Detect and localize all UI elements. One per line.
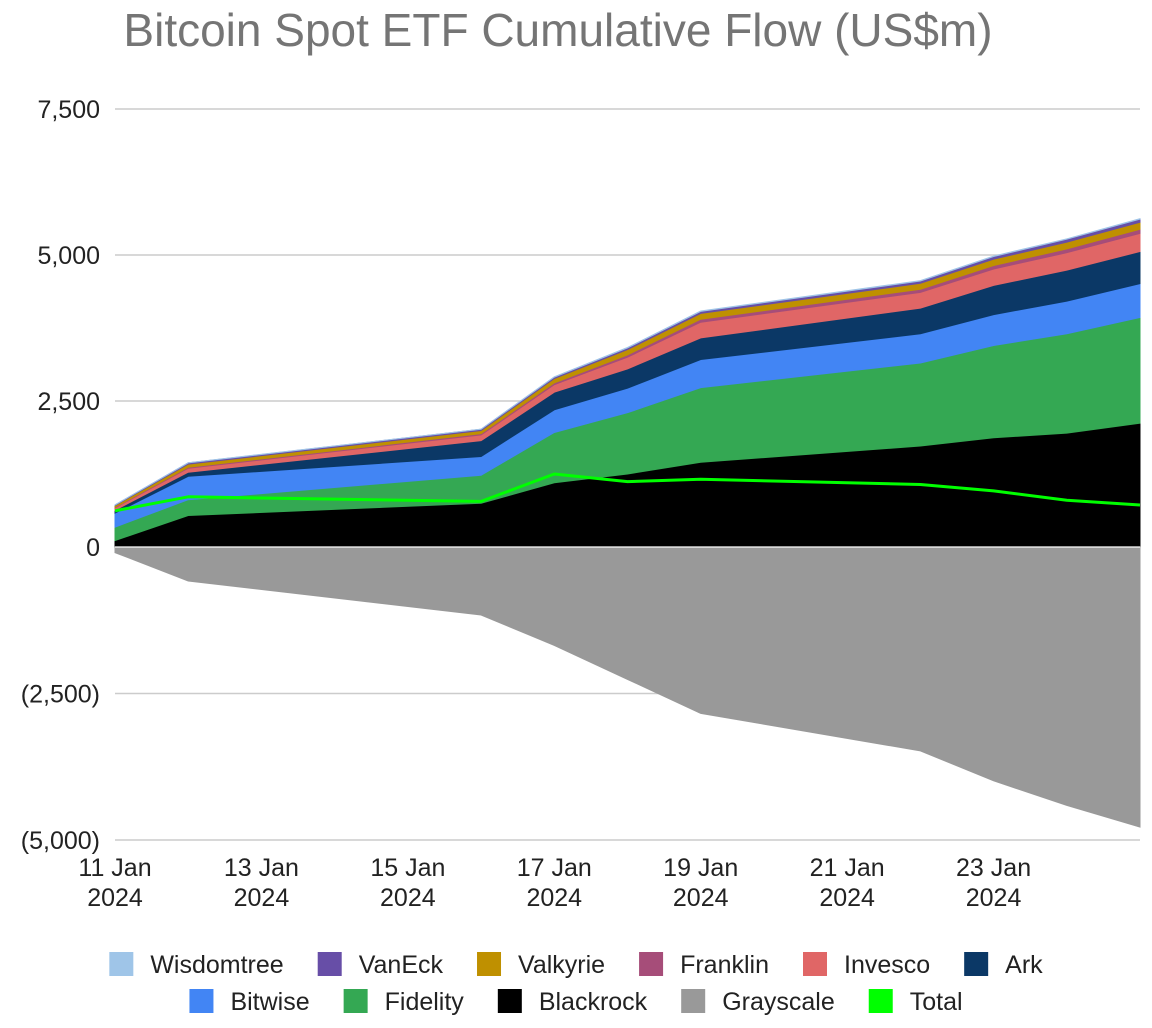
- y-tick-label: 0: [86, 534, 100, 562]
- legend-label: Franklin: [680, 951, 769, 979]
- x-tick-label-year: 2024: [526, 884, 582, 912]
- y-tick-label: (2,500): [21, 681, 100, 709]
- x-tick-label-year: 2024: [819, 884, 875, 912]
- legend-item-valkyrie: Valkyrie: [477, 951, 605, 979]
- x-tick-label-month: 15 Jan: [370, 854, 445, 882]
- y-tick-label: 5,000: [37, 242, 100, 270]
- legend-label: Valkyrie: [518, 951, 605, 979]
- total-line: [114, 472, 1141, 513]
- legend-label: Wisdomtree: [150, 951, 283, 979]
- legend-item-bitwise: Bitwise: [189, 988, 310, 1016]
- legend-swatch: [343, 989, 368, 1013]
- legend-swatch: [964, 952, 989, 976]
- x-tick-label-month: 21 Jan: [810, 854, 885, 882]
- x-tick-label-month: 23 Jan: [956, 854, 1031, 882]
- x-tick-label-month: 11 Jan: [78, 854, 151, 882]
- x-tick-label-month: 13 Jan: [224, 854, 299, 882]
- legend-item-ark: Ark: [964, 951, 1043, 979]
- y-tick-label: 7,500: [37, 96, 100, 124]
- legend-swatch: [639, 952, 664, 976]
- legend-swatch: [477, 952, 502, 976]
- legend-item-wisdomtree: Wisdomtree: [109, 951, 284, 979]
- x-tick-label-year: 2024: [966, 884, 1022, 912]
- x-tick-label-year: 2024: [380, 884, 436, 912]
- legend-swatch: [681, 989, 706, 1013]
- legend-swatch: [497, 989, 522, 1013]
- total-line-layer: [114, 472, 1141, 513]
- legend-item-blackrock: Blackrock: [497, 988, 648, 1016]
- legend-item-vaneck: VanEck: [317, 951, 444, 979]
- legend-swatch: [109, 952, 134, 976]
- x-tick-label-year: 2024: [234, 884, 290, 912]
- legend-swatch: [803, 952, 827, 976]
- legend-swatch: [189, 989, 214, 1013]
- legend-swatch: [868, 989, 893, 1013]
- legend-label: Total: [910, 988, 963, 1016]
- area-grayscale: [114, 546, 1141, 828]
- legend-label: Ark: [1005, 951, 1043, 979]
- x-tick-label-month: 19 Jan: [663, 854, 738, 882]
- x-tick-label-year: 2024: [673, 884, 729, 912]
- x-tick-label-month: 17 Jan: [517, 854, 592, 882]
- y-tick-label: (5,000): [21, 827, 100, 855]
- x-tick-label-year: 2024: [87, 884, 143, 912]
- legend-label: Fidelity: [385, 988, 465, 1016]
- y-tick-label: 2,500: [37, 388, 100, 416]
- legend-item-fidelity: Fidelity: [343, 988, 465, 1016]
- legend-item-franklin: Franklin: [639, 951, 769, 979]
- legend-label: Blackrock: [539, 988, 648, 1016]
- area-series: [114, 217, 1141, 828]
- legend-label: VanEck: [359, 951, 444, 979]
- legend-swatch: [317, 952, 342, 976]
- legend-item-invesco: Invesco: [803, 951, 930, 979]
- legend-label: Grayscale: [722, 988, 835, 1016]
- chart-title: Bitcoin Spot ETF Cumulative Flow (US$m): [123, 4, 992, 56]
- legend-item-grayscale: Grayscale: [681, 988, 835, 1016]
- legend-label: Bitwise: [230, 988, 309, 1016]
- legend: Wisdomtree VanEck Valkyrie Franklin Invesco A…: [109, 951, 1043, 1016]
- legend-label: Invesco: [844, 951, 930, 979]
- legend-item-total: Total: [868, 988, 963, 1016]
- area-wisdomtree: [114, 217, 1141, 506]
